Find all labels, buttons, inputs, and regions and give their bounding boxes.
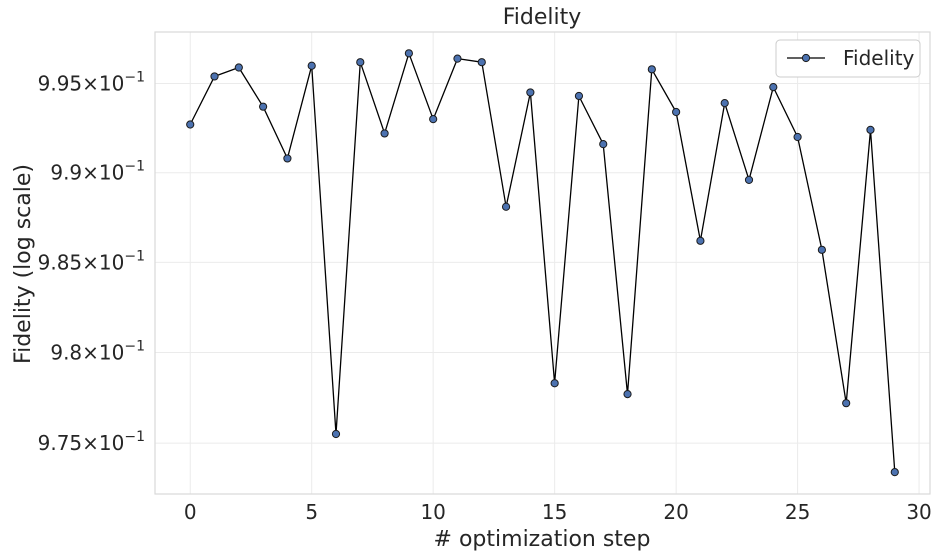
series-layer [186,49,899,477]
y-tick-label: 9.9×10−1 [50,159,145,185]
y-tick-label: 9.75×10−1 [38,429,145,455]
data-point [647,65,656,74]
data-point [890,468,899,477]
y-tick-label: 9.8×10−1 [50,339,145,365]
data-point [331,429,341,439]
data-point [842,399,851,408]
legend-marker-swatch [801,53,811,63]
data-point [453,54,462,63]
data-point [526,88,535,97]
plot-area-frame [154,31,931,495]
x-axis-label: # optimization step [434,527,651,552]
data-point [477,58,486,67]
data-point [720,99,729,108]
data-point [234,63,243,72]
y-axis-label: Fidelity (log scale) [11,164,36,364]
data-point [429,115,438,124]
data-point [210,72,219,81]
data-point [501,202,511,211]
chart-title: Fidelity [503,5,582,30]
data-point [696,236,705,245]
data-point [817,245,826,254]
grid-lines [155,32,930,494]
legend-label-fidelity: Fidelity [843,46,915,70]
x-tick-label: 25 [785,500,810,524]
data-point [599,140,608,149]
data-point [866,125,875,134]
x-tick-label: 20 [663,500,688,524]
x-tick-label: 5 [305,500,318,524]
data-point [356,58,365,67]
data-point [744,175,754,184]
data-point [283,154,292,163]
y-tick-labels: 9.75×10−1 9.8×10−1 9.85×10−1 9.9×10−1 9.95×1… [38,70,145,456]
data-point [793,132,802,142]
series-line-fidelity [189,52,896,473]
y-tick-label: 9.95×10−1 [38,70,145,96]
legend: Fidelity [775,39,921,78]
x-tick-label: 30 [906,500,931,524]
data-point [550,379,559,388]
data-point [307,61,316,70]
x-tick-label: 10 [420,500,445,524]
y-tick-label: 9.85×10−1 [38,248,145,274]
data-point [259,102,268,111]
x-tick-labels: 0 5 10 15 20 25 30 [184,500,932,524]
legend-box [775,39,921,78]
data-point [186,120,195,129]
x-tick-label: 0 [184,500,197,524]
data-point [380,129,389,138]
x-tick-label: 15 [542,500,567,524]
data-point [574,91,584,101]
data-point [672,107,681,117]
data-point [769,82,778,92]
data-point [623,390,632,399]
data-point [404,49,413,58]
